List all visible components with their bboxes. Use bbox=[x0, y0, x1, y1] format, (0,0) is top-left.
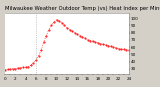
Text: Milwaukee Weather Outdoor Temp (vs) Heat Index per Minute (Last 24 Hours): Milwaukee Weather Outdoor Temp (vs) Heat… bbox=[5, 6, 160, 11]
